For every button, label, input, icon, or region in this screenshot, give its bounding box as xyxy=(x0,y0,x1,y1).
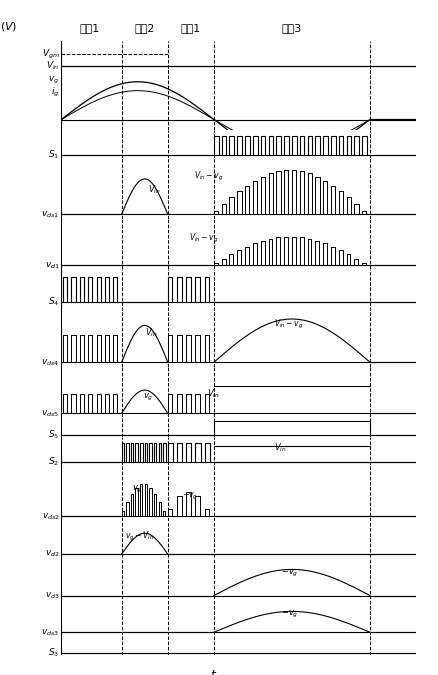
Text: 模式3: 模式3 xyxy=(282,24,302,33)
Text: $(S)$: $(S)$ xyxy=(436,650,438,663)
Text: $-v_g$: $-v_g$ xyxy=(281,609,299,620)
Text: $v_{d2}$: $v_{d2}$ xyxy=(45,549,60,560)
Text: $S_2$: $S_2$ xyxy=(49,456,60,468)
Text: $V_{in}-v_g$: $V_{in}-v_g$ xyxy=(189,232,219,245)
Text: 模式1: 模式1 xyxy=(80,24,100,33)
Text: $V_{in}-v_g$: $V_{in}-v_g$ xyxy=(194,170,224,184)
Text: $V_{in}-v_g$: $V_{in}-v_g$ xyxy=(274,319,304,331)
Text: $V_{gm}$: $V_{gm}$ xyxy=(42,48,60,61)
Text: $t$: $t$ xyxy=(210,669,218,675)
Text: $S_5$: $S_5$ xyxy=(48,429,60,441)
Text: $-v_g$: $-v_g$ xyxy=(182,491,198,502)
Text: $i_g$: $i_g$ xyxy=(51,86,60,99)
Text: $v_{d3}$: $v_{d3}$ xyxy=(45,591,60,601)
Text: $S_3$: $S_3$ xyxy=(48,647,60,659)
Text: $v_{ds3}$: $v_{ds3}$ xyxy=(42,627,60,638)
Text: $S_4$: $S_4$ xyxy=(48,296,60,308)
Text: 模式1: 模式1 xyxy=(181,24,201,33)
Text: $(V)$: $(V)$ xyxy=(0,20,18,33)
Text: $V_{in}$: $V_{in}$ xyxy=(274,441,287,454)
Text: $v_g$: $v_g$ xyxy=(132,484,143,495)
Text: $v_g-V_{in}$: $v_g-V_{in}$ xyxy=(125,530,155,543)
Text: $S_1$: $S_1$ xyxy=(48,148,60,161)
Text: $V_{in}$: $V_{in}$ xyxy=(145,326,157,339)
Text: 模式2: 模式2 xyxy=(134,24,155,33)
Text: $v_{ds5}$: $v_{ds5}$ xyxy=(42,408,60,418)
Text: $v_g$: $v_g$ xyxy=(49,75,60,86)
Text: $v_g$: $v_g$ xyxy=(143,392,153,402)
Text: $v_{ds2}$: $v_{ds2}$ xyxy=(42,511,60,522)
Text: $v_{ds1}$: $v_{ds1}$ xyxy=(42,209,60,219)
Text: $V_{in}$: $V_{in}$ xyxy=(148,183,161,196)
Text: $V_{in}$: $V_{in}$ xyxy=(207,387,219,400)
Text: $V_{in}$: $V_{in}$ xyxy=(46,59,60,72)
Text: $v_{ds4}$: $v_{ds4}$ xyxy=(41,357,60,367)
Text: $v_{d1}$: $v_{d1}$ xyxy=(45,260,60,271)
Text: $-v_g$: $-v_g$ xyxy=(281,568,299,579)
